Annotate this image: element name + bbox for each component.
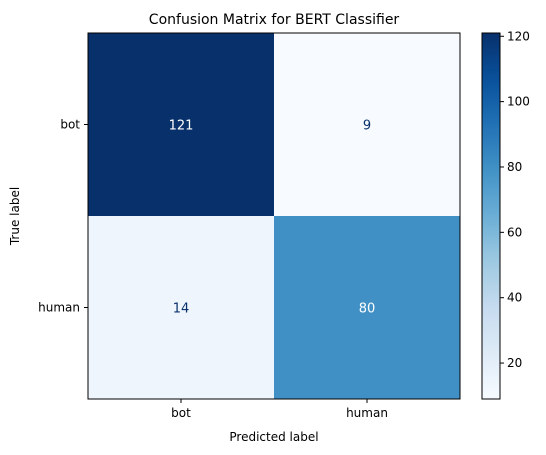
colorbar-tick-label-40: 40: [507, 291, 522, 305]
y-axis-ticks: bot human: [38, 118, 88, 315]
cell-bot-human: [274, 33, 460, 216]
colorbar-tick-label-120: 120: [507, 29, 530, 43]
colorbar-tick-label-80: 80: [507, 160, 522, 174]
cell-human-bot: [88, 216, 274, 399]
y-tick-label-bot: bot: [60, 118, 80, 132]
y-axis-label: True label: [8, 187, 22, 246]
colorbar-ticks: 20 40 60 80 100 120: [500, 29, 530, 370]
colorbar: [481, 32, 501, 400]
chart-title: Confusion Matrix for BERT Classifier: [149, 12, 400, 28]
cell-human-human: [274, 216, 460, 399]
x-tick-label-human: human: [346, 406, 388, 420]
cell-value-bot-human: 9: [363, 119, 371, 134]
cell-bot-bot: [88, 33, 274, 216]
x-tick-label-bot: bot: [171, 406, 191, 420]
x-axis-label: Predicted label: [229, 430, 318, 444]
heatmap-cell-labels: 121 9 14 80: [169, 119, 376, 317]
heatmap-cells: [88, 33, 460, 399]
cell-value-human-bot: 14: [173, 302, 190, 317]
y-tick-label-human: human: [38, 301, 80, 315]
plot-frame: [87, 32, 461, 400]
colorbar-tick-label-100: 100: [507, 95, 530, 109]
colorbar-tick-label-60: 60: [507, 225, 522, 239]
colorbar-tick-label-20: 20: [507, 356, 522, 370]
cell-value-bot-bot: 121: [169, 119, 194, 134]
x-axis-ticks: bot human: [171, 399, 388, 420]
cell-value-human-human: 80: [359, 302, 376, 317]
